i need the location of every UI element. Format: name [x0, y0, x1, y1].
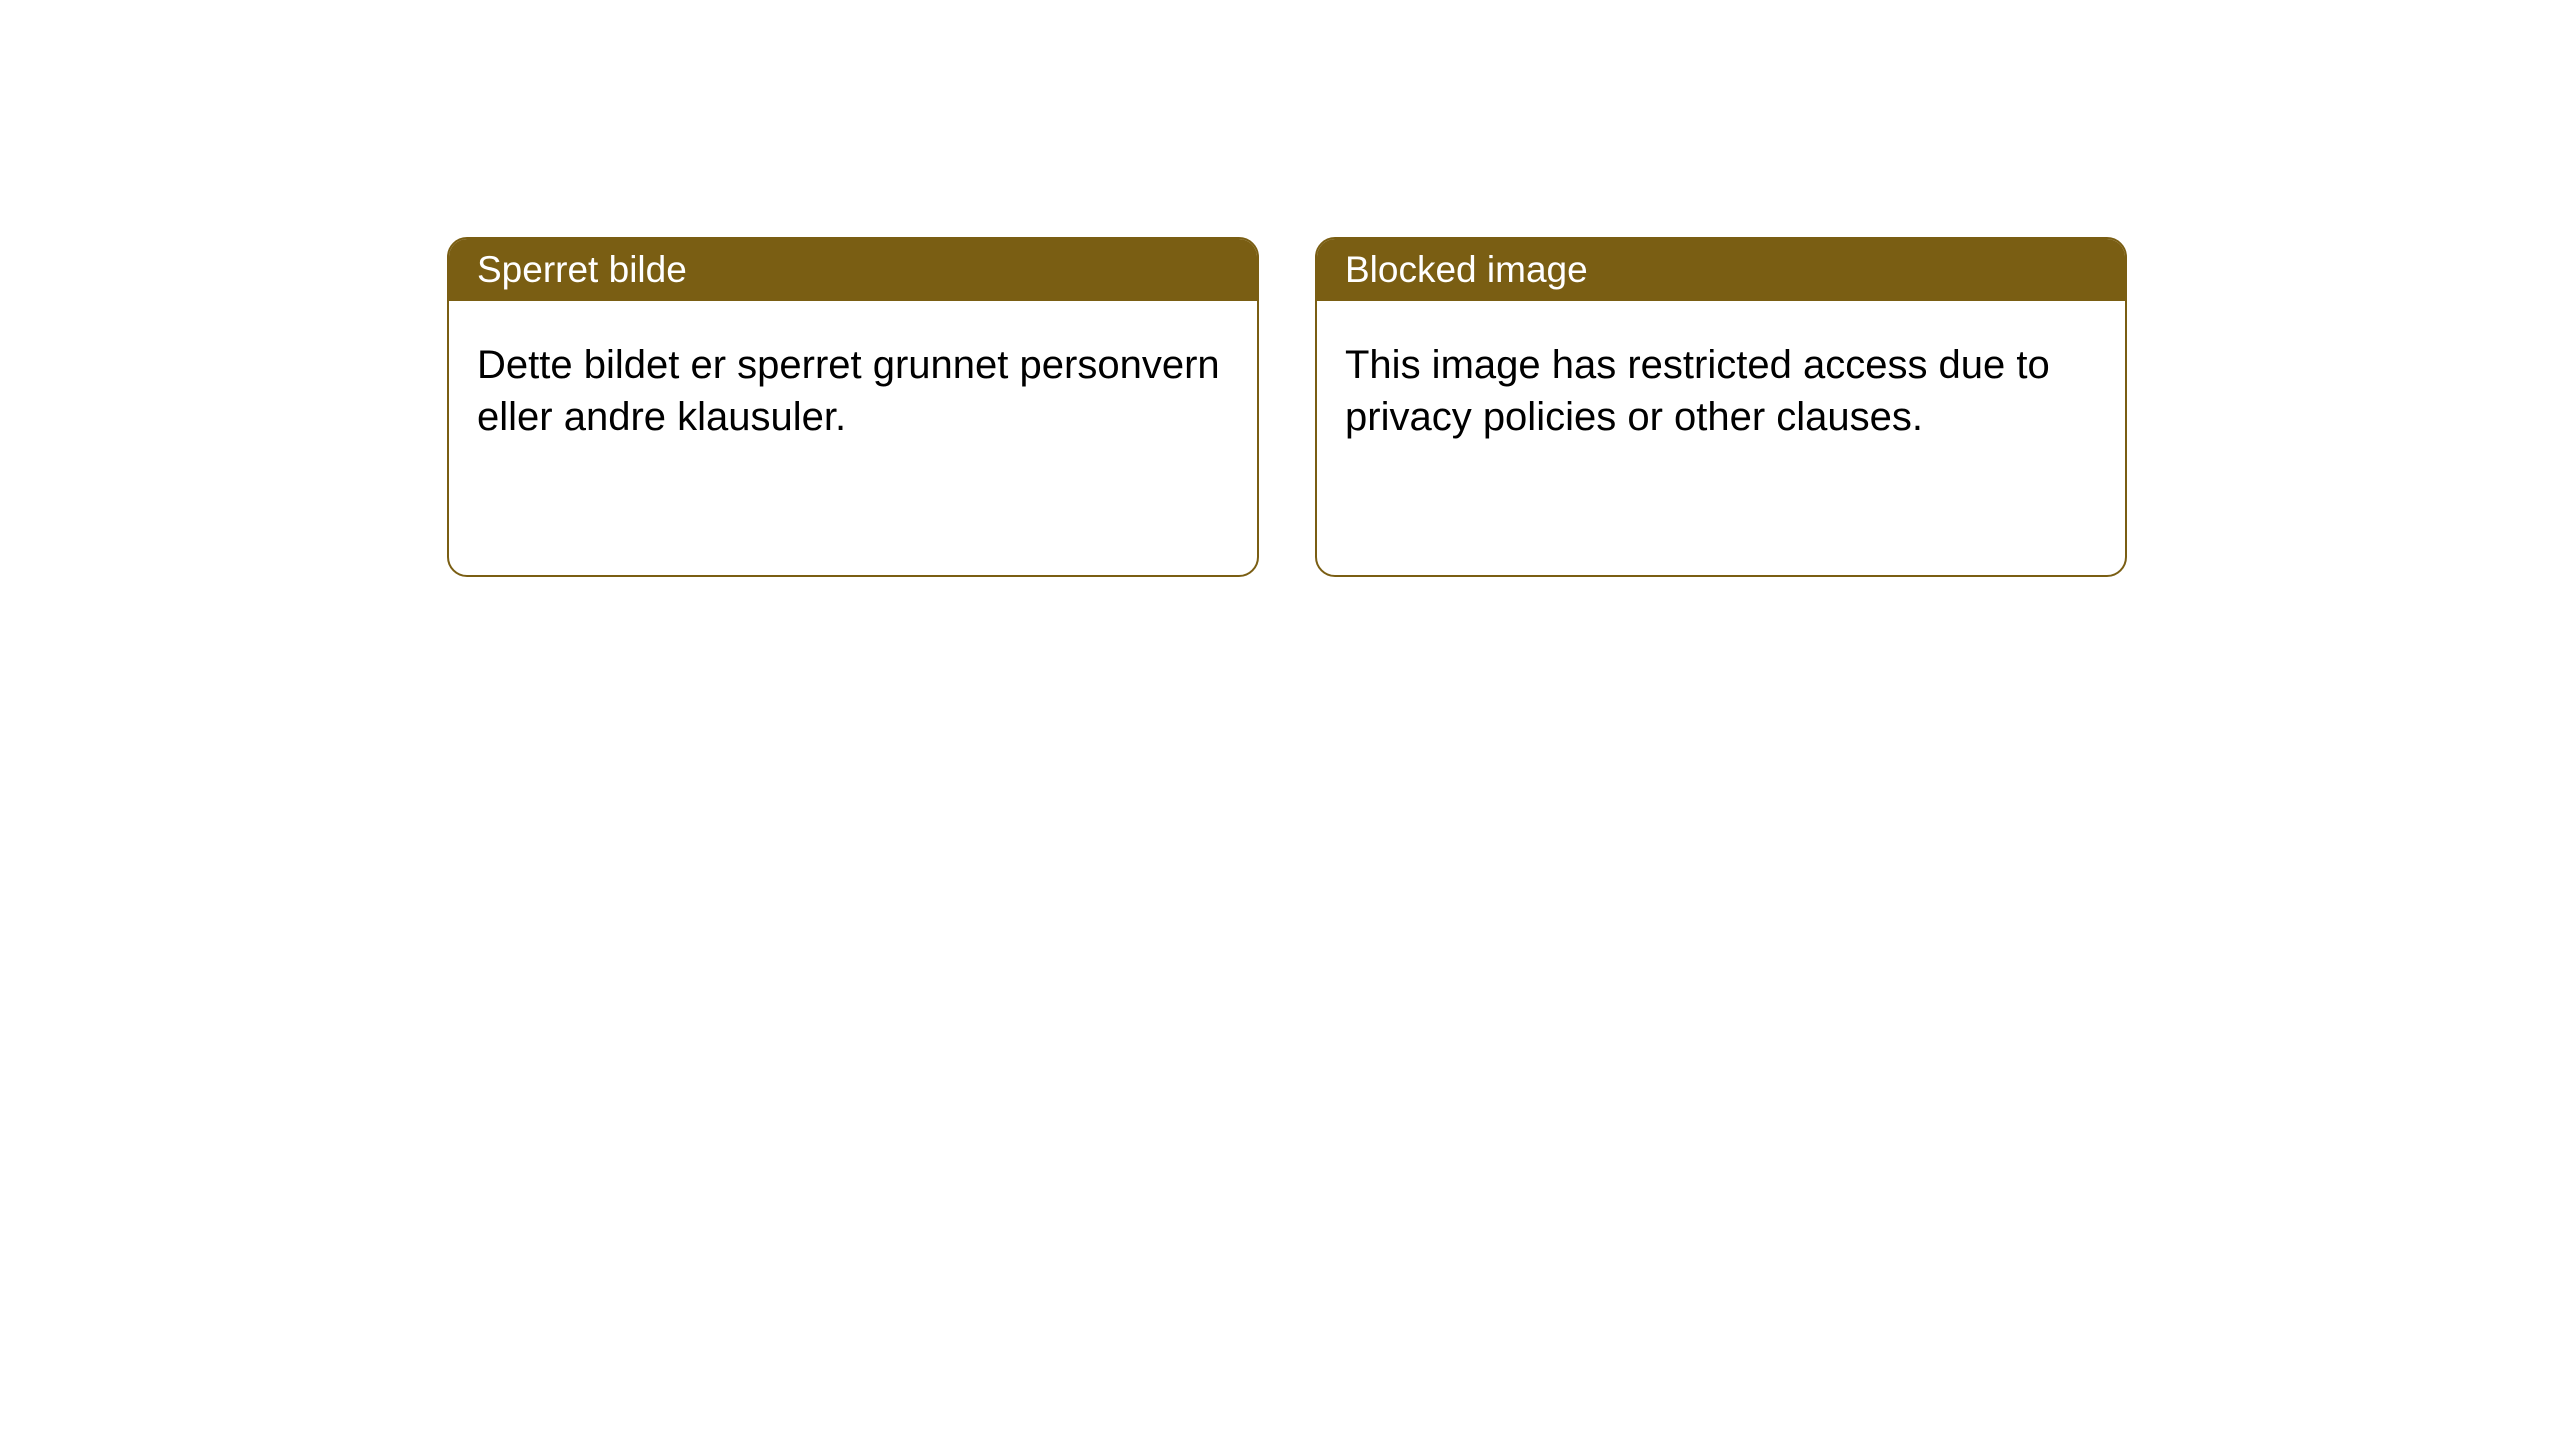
notice-body: This image has restricted access due to …	[1317, 301, 2125, 481]
notice-title: Sperret bilde	[477, 249, 687, 290]
notice-card-english: Blocked image This image has restricted …	[1315, 237, 2127, 577]
notice-body: Dette bildet er sperret grunnet personve…	[449, 301, 1257, 481]
notice-title: Blocked image	[1345, 249, 1588, 290]
notice-body-text: This image has restricted access due to …	[1345, 343, 2050, 439]
notice-container: Sperret bilde Dette bildet er sperret gr…	[447, 237, 2127, 577]
notice-header: Sperret bilde	[449, 239, 1257, 301]
notice-card-norwegian: Sperret bilde Dette bildet er sperret gr…	[447, 237, 1259, 577]
notice-body-text: Dette bildet er sperret grunnet personve…	[477, 343, 1220, 439]
notice-header: Blocked image	[1317, 239, 2125, 301]
